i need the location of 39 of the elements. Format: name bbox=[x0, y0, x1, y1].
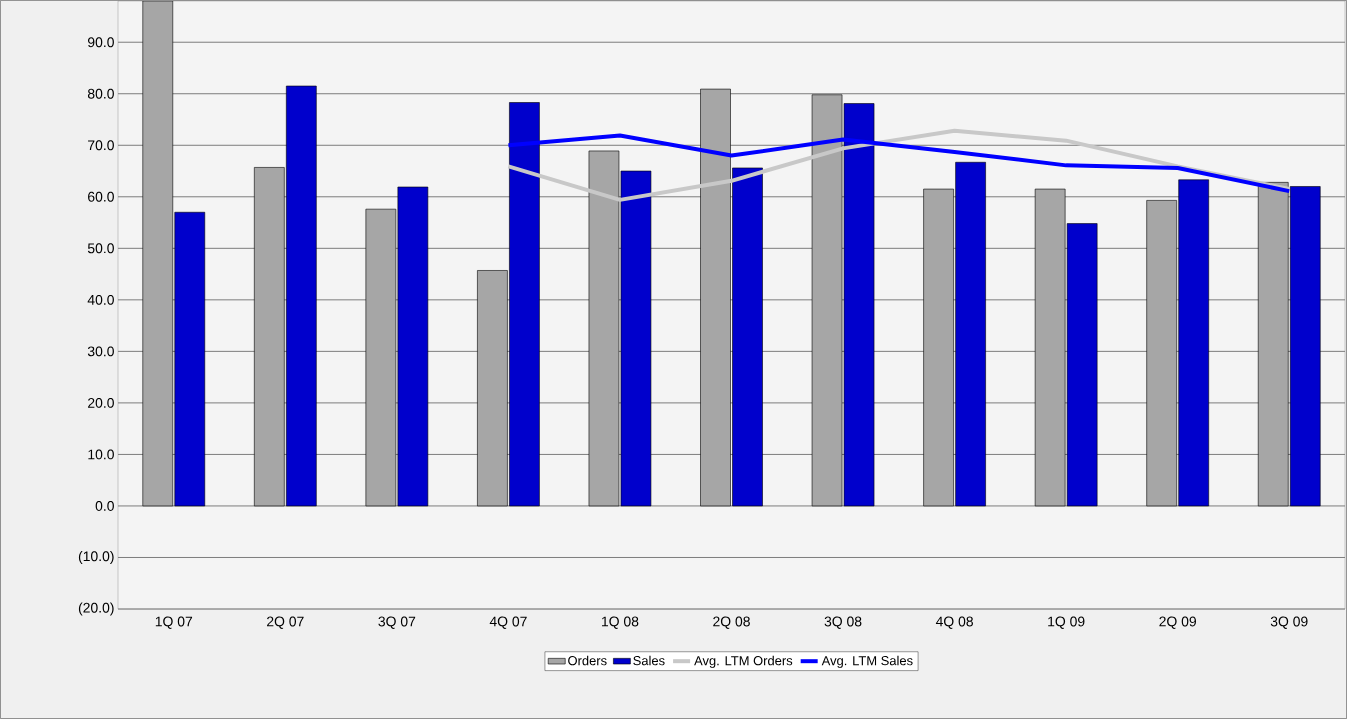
bar bbox=[1034, 188, 1066, 507]
x-tick-label: 4Q 07 bbox=[489, 616, 527, 629]
x-tick-label: 3Q 08 bbox=[824, 616, 862, 629]
y-tick-label: 80.0 bbox=[87, 88, 114, 99]
y-tick-label: 40.0 bbox=[87, 294, 114, 305]
x-tick-label: 1Q 07 bbox=[155, 616, 193, 629]
bar bbox=[1257, 182, 1289, 507]
y-tick-label: 70.0 bbox=[88, 140, 114, 151]
legend-label: Orders bbox=[568, 655, 607, 666]
line-series bbox=[506, 133, 1292, 194]
bar bbox=[477, 270, 508, 507]
y-tick-label: 0.0 bbox=[95, 501, 114, 511]
y-tick-label: 20.0 bbox=[88, 397, 114, 408]
y-tick-label: (20.0) bbox=[78, 602, 114, 616]
x-tick-label: 3Q 07 bbox=[378, 616, 416, 629]
legend-label: Sales bbox=[633, 655, 665, 666]
y-tick-label: 60.0 bbox=[88, 191, 114, 202]
x-tick-label: 1Q 09 bbox=[1048, 616, 1085, 629]
x-tick-label: 3Q 09 bbox=[1270, 616, 1308, 629]
y-tick-label: 30.0 bbox=[87, 346, 114, 357]
bar bbox=[1146, 200, 1177, 507]
bar bbox=[588, 150, 620, 507]
bar bbox=[811, 94, 843, 507]
y-tick-label: (10.0) bbox=[78, 550, 114, 564]
bar bbox=[365, 208, 397, 507]
y-tick-label: 50.0 bbox=[87, 243, 114, 254]
bar bbox=[923, 188, 954, 507]
y-tick-label: 90.0 bbox=[87, 37, 114, 48]
legend-label: Avg. LTM Orders bbox=[694, 655, 793, 668]
legend-label: Avg. LTM Sales bbox=[821, 655, 913, 668]
x-tick-label: 2Q 09 bbox=[1159, 616, 1197, 629]
y-tick-label: 10.0 bbox=[88, 449, 114, 460]
x-tick-label: 4Q 08 bbox=[935, 616, 973, 629]
x-tick-label: 2Q 07 bbox=[267, 616, 304, 629]
x-tick-label: 2Q 08 bbox=[713, 616, 750, 629]
bar bbox=[254, 167, 285, 507]
bar bbox=[700, 88, 731, 507]
x-tick-label: 1Q 08 bbox=[602, 616, 639, 629]
bar bbox=[142, 1, 174, 507]
